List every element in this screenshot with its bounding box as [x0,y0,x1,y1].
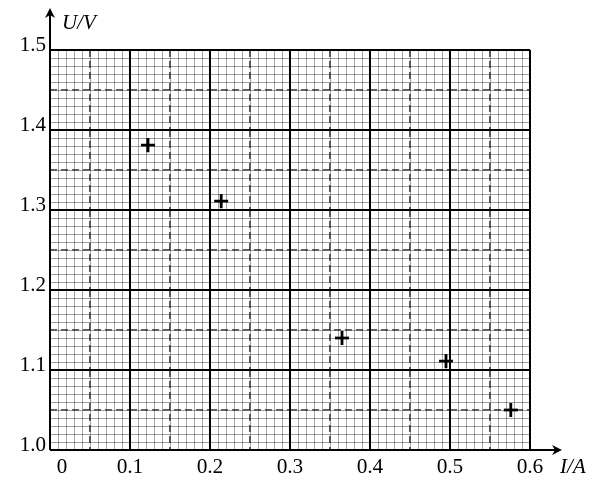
y-tick-label: 1.3 [20,192,46,216]
y-tick-label: 1.1 [20,352,46,376]
x-tick-label: 0.4 [357,454,384,478]
y-tick-label: 1.0 [20,432,46,456]
x-axis-label: I/A [559,454,586,478]
x-tick-label: 0 [57,454,68,478]
y-tick-label: 1.4 [20,112,47,136]
x-tick-label: 0.6 [517,454,543,478]
y-axis-label: U/V [62,10,98,34]
x-tick-label: 0.1 [117,454,143,478]
chart: U/V I/A 0 0.1 0.2 0.3 0.4 0.5 0.6 1.0 1.1 1.2 1.3 1… [0,0,602,482]
y-tick-label: 1.2 [20,272,46,296]
y-tick-label: 1.5 [20,32,46,56]
x-tick-label: 0.2 [197,454,223,478]
x-tick-label: 0.3 [277,454,303,478]
x-tick-label: 0.5 [437,454,463,478]
